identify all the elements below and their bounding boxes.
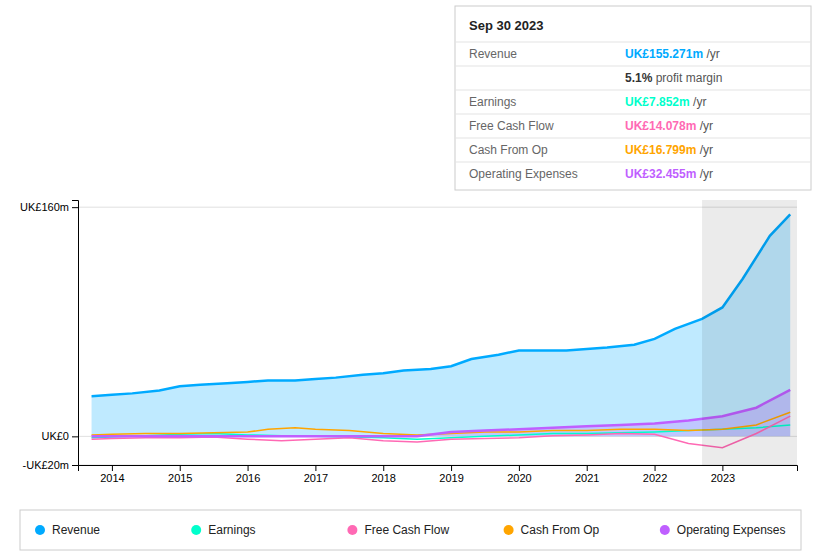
x-tick-mark <box>112 465 113 471</box>
y-tick: -UK£20m <box>23 459 78 471</box>
info-box-label: Cash From Op <box>469 143 548 157</box>
x-tick-mark <box>587 465 588 471</box>
x-tick-mark <box>655 465 656 471</box>
x-tick: 2019 <box>439 465 463 484</box>
info-box: Sep 30 2023 Revenue UK£155.271m /yr 5.1% pr… <box>455 6 811 190</box>
info-box-divider <box>455 138 811 139</box>
legend-swatch <box>191 525 201 535</box>
info-box-divider <box>455 114 811 115</box>
x-tick: 2021 <box>575 465 599 484</box>
legend-label: Cash From Op <box>521 523 600 537</box>
marks <box>92 200 797 465</box>
info-box-suffix: /yr <box>703 47 720 61</box>
x-tick-label: 2016 <box>236 472 260 484</box>
series-line <box>92 412 791 435</box>
legend-swatch <box>504 525 514 535</box>
legend-label: Earnings <box>208 523 255 537</box>
x-tick: 2022 <box>643 465 667 484</box>
x-tick-label: 2017 <box>304 472 328 484</box>
info-box-divider <box>455 66 811 67</box>
x-tick-label: 2014 <box>100 472 124 484</box>
info-box-suffix: profit margin <box>652 71 722 85</box>
highlight-band <box>702 200 797 465</box>
grid-line <box>78 207 797 208</box>
legend: Revenue Earnings Free Cash Flow Cash From O… <box>20 510 801 550</box>
x-tick: 2023 <box>711 465 735 484</box>
x-tick-label: 2015 <box>168 472 192 484</box>
info-box-frame <box>455 6 811 190</box>
info-box-divider <box>455 162 811 163</box>
series-area <box>92 390 791 436</box>
series-line <box>92 214 791 396</box>
x-axis: 2014 2015 2016 2017 2018 2019 2020 2021 2022 2023 <box>79 465 798 484</box>
info-box-label: Earnings <box>469 95 516 109</box>
legend-label: Revenue <box>52 523 100 537</box>
info-box-label: Revenue <box>469 47 517 61</box>
plot: 2014 2015 2016 2017 2018 2019 2020 2021 2022 2023… <box>20 200 797 484</box>
legend-item: Earnings <box>191 523 255 537</box>
info-box-value: UK£32.455m <box>625 167 696 181</box>
x-tick-mark <box>451 465 452 471</box>
x-tick-label: 2018 <box>371 472 395 484</box>
info-box-label: Operating Expenses <box>469 167 578 181</box>
y-axis-line <box>72 201 79 466</box>
legend-item: Operating Expenses <box>660 523 786 537</box>
x-tick-mark <box>722 465 723 471</box>
info-box-value: UK£155.271m <box>625 47 703 61</box>
y-tick-label: UK£160m <box>20 201 69 213</box>
x-tick-label: 2021 <box>575 472 599 484</box>
x-tick-mark <box>180 465 181 471</box>
info-box-value: 5.1% <box>625 71 653 85</box>
y-axis: -UK£20m UK£0 UK£160m <box>20 201 78 472</box>
y-tick-mark <box>72 465 78 466</box>
info-box-divider <box>455 42 811 43</box>
info-box-suffix: /yr <box>696 167 713 181</box>
legend-label: Free Cash Flow <box>364 523 449 537</box>
y-tick-label: UK£0 <box>41 430 69 442</box>
info-box-value: UK£14.078m <box>625 119 696 133</box>
info-box-suffix: /yr <box>696 143 713 157</box>
legend-item: Revenue <box>35 523 100 537</box>
info-box-suffix: /yr <box>696 119 713 133</box>
x-tick: 2016 <box>236 465 260 484</box>
y-tick: UK£0 <box>41 430 78 442</box>
chart: 2014 2015 2016 2017 2018 2019 2020 2021 2022 2023… <box>0 0 821 560</box>
x-tick: 2015 <box>168 465 192 484</box>
x-tick: 2017 <box>304 465 328 484</box>
y-tick-mark <box>72 207 78 208</box>
x-tick-label: 2020 <box>507 472 531 484</box>
info-box-label: Free Cash Flow <box>469 119 554 133</box>
x-tick-mark <box>383 465 384 471</box>
x-tick-mark <box>248 465 249 471</box>
x-tick-label: 2023 <box>711 472 735 484</box>
x-tick-label: 2019 <box>439 472 463 484</box>
legend-swatch <box>35 525 45 535</box>
legend-item: Free Cash Flow <box>347 523 449 537</box>
info-box-value: UK£16.799m <box>625 143 696 157</box>
info-box-value: UK£7.852m <box>625 95 690 109</box>
x-tick-label: 2022 <box>643 472 667 484</box>
y-tick-label: -UK£20m <box>23 459 69 471</box>
x-tick-mark <box>519 465 520 471</box>
info-box-title: Sep 30 2023 <box>469 18 543 33</box>
series-area <box>92 214 791 436</box>
legend-item: Cash From Op <box>504 523 600 537</box>
x-tick: 2014 <box>100 465 124 484</box>
legend-swatch <box>660 525 670 535</box>
y-tick-mark <box>72 436 78 437</box>
info-box-suffix: /yr <box>690 95 707 109</box>
x-tick: 2020 <box>507 465 531 484</box>
legend-frame <box>20 510 801 550</box>
legend-label: Operating Expenses <box>677 523 786 537</box>
x-tick-mark <box>315 465 316 471</box>
y-tick: UK£160m <box>20 201 78 213</box>
grid <box>78 207 797 465</box>
legend-swatch <box>347 525 357 535</box>
x-axis-line <box>79 466 798 472</box>
x-tick: 2018 <box>371 465 395 484</box>
series-line <box>92 390 791 436</box>
info-box-divider <box>455 90 811 91</box>
